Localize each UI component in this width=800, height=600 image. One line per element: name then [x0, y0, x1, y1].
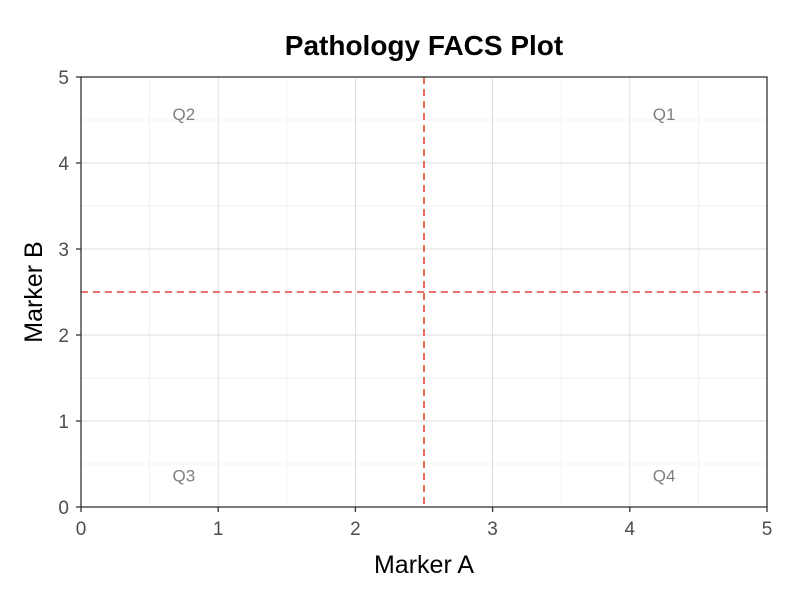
- y-tick-label: 5: [58, 68, 69, 89]
- quadrant-label-q4: Q4: [653, 466, 676, 485]
- chart-title: Pathology FACS Plot: [285, 30, 563, 61]
- quadrant-label-q1: Q1: [653, 105, 676, 124]
- y-tick-label: 4: [58, 154, 69, 175]
- quadrant-labels: Q1 Q2 Q3 Q4: [173, 105, 676, 485]
- quadrant-label-q3: Q3: [173, 466, 196, 485]
- y-axis-title: Marker B: [20, 241, 48, 342]
- quadrant-label-q2: Q2: [173, 105, 196, 124]
- x-axis-title: Marker A: [374, 551, 474, 579]
- y-tick-label: 3: [58, 240, 69, 261]
- y-tick-label: 1: [58, 412, 69, 433]
- plot-panel-border: [80, 76, 768, 508]
- x-tick-label: 5: [762, 519, 773, 540]
- x-tick-label: 1: [213, 519, 224, 540]
- y-tick-label: 0: [58, 498, 69, 519]
- x-tick-label: 3: [487, 519, 498, 540]
- thresholds: [81, 77, 767, 507]
- x-axis: 0 1 2 3 4 5: [76, 507, 773, 540]
- x-tick-label: 2: [350, 519, 361, 540]
- y-axis: 0 1 2 3 4 5: [58, 68, 81, 519]
- x-tick-label: 0: [76, 519, 87, 540]
- y-tick-label: 2: [58, 326, 69, 347]
- x-tick-label: 4: [625, 519, 636, 540]
